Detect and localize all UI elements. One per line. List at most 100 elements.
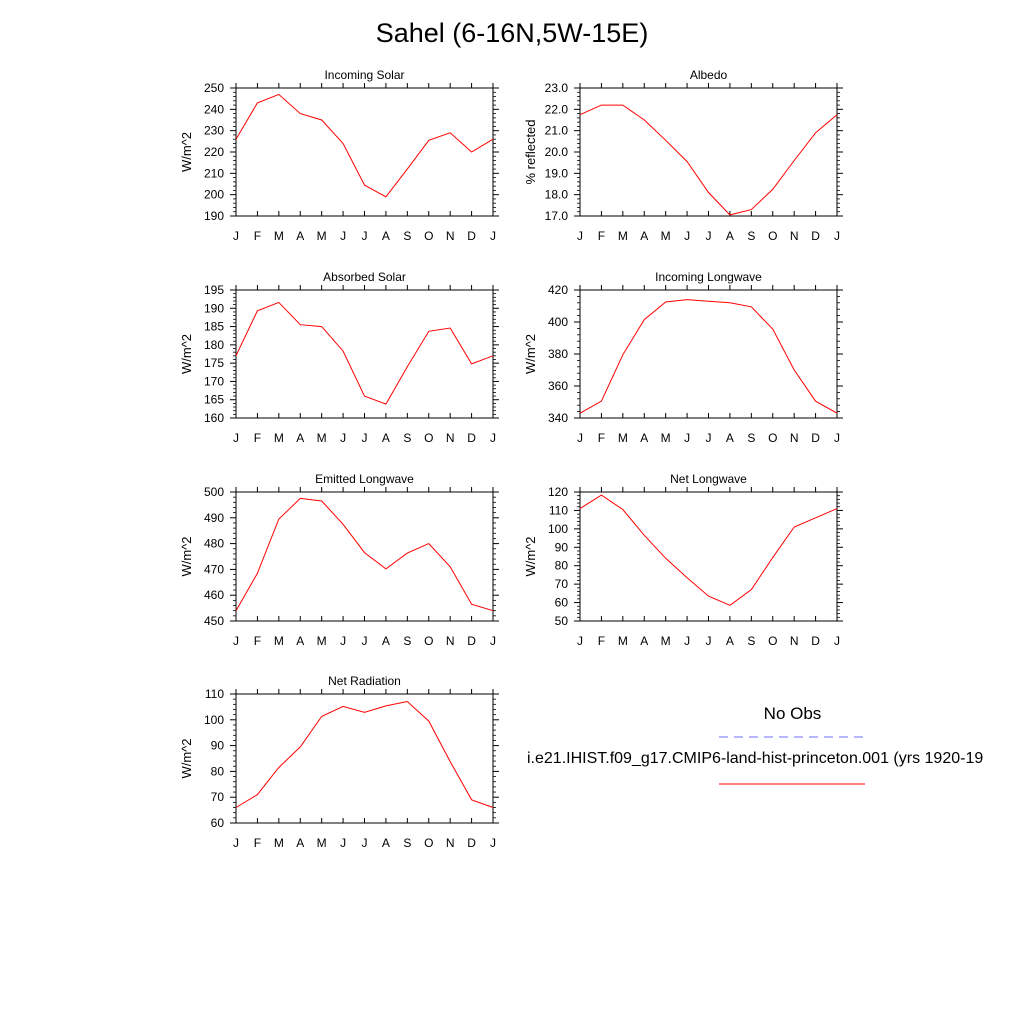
y-tick-label: 240 — [204, 102, 224, 116]
x-tick-label: A — [726, 634, 734, 648]
y-tick-label: 380 — [548, 347, 568, 361]
x-tick-label: F — [598, 634, 605, 648]
series-line — [579, 104, 838, 216]
x-tick-label: J — [362, 229, 368, 243]
y-tick-label: 230 — [204, 124, 224, 138]
x-tick-label: J — [684, 431, 690, 445]
x-tick-label: N — [790, 229, 799, 243]
x-tick-label: J — [706, 634, 712, 648]
y-tick-label: 210 — [204, 166, 224, 180]
y-axis-label: W/m^2 — [179, 334, 194, 374]
y-axis-label: W/m^2 — [179, 738, 194, 778]
x-tick-label: S — [403, 229, 411, 243]
x-tick-label: J — [490, 229, 496, 243]
x-tick-label: D — [467, 836, 476, 850]
series-line — [579, 494, 838, 606]
panel-frame — [579, 491, 838, 622]
x-tick-label: A — [382, 229, 390, 243]
legend-obs-label: No Obs — [763, 704, 822, 723]
x-tick-label: F — [254, 634, 261, 648]
panel-title: Albedo — [690, 68, 728, 82]
y-tick-label: 60 — [211, 816, 225, 830]
x-tick-label: O — [424, 229, 433, 243]
page-title: Sahel (6-16N,5W-15E) — [375, 18, 649, 48]
panel-frame — [235, 289, 494, 419]
x-tick-label: M — [274, 836, 284, 850]
x-tick-label: J — [340, 836, 346, 850]
x-tick-label: J — [490, 634, 496, 648]
y-tick-label: 120 — [548, 485, 568, 499]
y-tick-label: 19.0 — [545, 166, 569, 180]
x-tick-label: O — [424, 836, 433, 850]
y-tick-label: 420 — [548, 283, 568, 297]
x-tick-label: J — [362, 634, 368, 648]
x-tick-label: M — [317, 634, 327, 648]
panel-frame — [235, 491, 494, 622]
y-tick-label: 340 — [548, 411, 568, 425]
y-tick-label: 90 — [555, 540, 569, 554]
x-tick-label: S — [403, 634, 411, 648]
x-tick-label: A — [382, 634, 390, 648]
y-tick-label: 21.0 — [545, 124, 569, 138]
x-tick-label: A — [382, 836, 390, 850]
x-tick-label: M — [661, 634, 671, 648]
x-tick-label: J — [834, 431, 840, 445]
x-tick-label: A — [296, 431, 304, 445]
x-tick-label: M — [274, 634, 284, 648]
x-tick-label: A — [296, 229, 304, 243]
y-tick-label: 70 — [211, 790, 225, 804]
x-tick-label: M — [274, 229, 284, 243]
x-tick-label: M — [274, 431, 284, 445]
x-tick-label: O — [424, 634, 433, 648]
y-tick-label: 70 — [555, 577, 569, 591]
x-tick-label: A — [640, 229, 648, 243]
x-tick-label: N — [446, 229, 455, 243]
x-tick-label: M — [317, 229, 327, 243]
x-tick-label: F — [598, 431, 605, 445]
x-tick-label: M — [618, 229, 628, 243]
x-tick-label: J — [577, 229, 583, 243]
x-tick-label: A — [640, 634, 648, 648]
y-tick-label: 18.0 — [545, 188, 569, 202]
x-tick-label: J — [684, 229, 690, 243]
x-tick-label: A — [640, 431, 648, 445]
panel-title: Net Radiation — [328, 674, 401, 688]
x-tick-label: O — [768, 431, 777, 445]
panel-title: Net Longwave — [670, 472, 747, 486]
x-tick-label: D — [467, 431, 476, 445]
x-tick-label: J — [684, 634, 690, 648]
y-tick-label: 165 — [204, 393, 224, 407]
panel-frame — [579, 289, 838, 419]
panel-title: Absorbed Solar — [323, 270, 406, 284]
y-tick-label: 110 — [549, 503, 568, 517]
x-tick-label: J — [340, 431, 346, 445]
x-tick-label: M — [317, 836, 327, 850]
x-tick-label: M — [661, 431, 671, 445]
y-tick-label: 360 — [548, 379, 568, 393]
x-tick-label: M — [618, 431, 628, 445]
y-axis-label: W/m^2 — [179, 132, 194, 172]
x-tick-label: J — [577, 634, 583, 648]
x-tick-label: J — [490, 431, 496, 445]
y-tick-label: 460 — [204, 588, 224, 602]
y-tick-label: 450 — [204, 614, 224, 628]
x-tick-label: J — [706, 229, 712, 243]
y-tick-label: 250 — [204, 81, 224, 95]
y-tick-label: 500 — [204, 485, 224, 499]
x-tick-label: D — [811, 229, 820, 243]
series-line — [579, 299, 838, 414]
y-tick-label: 190 — [204, 301, 224, 315]
x-tick-label: J — [233, 229, 239, 243]
y-tick-label: 185 — [204, 320, 224, 334]
legend-model-label: i.e21.IHIST.f09_g17.CMIP6-land-hist-prin… — [527, 750, 984, 767]
panel-frame — [235, 87, 494, 217]
x-tick-label: F — [254, 836, 261, 850]
x-tick-label: S — [403, 836, 411, 850]
x-tick-label: O — [424, 431, 433, 445]
y-tick-label: 400 — [548, 315, 568, 329]
series-line — [235, 301, 494, 405]
